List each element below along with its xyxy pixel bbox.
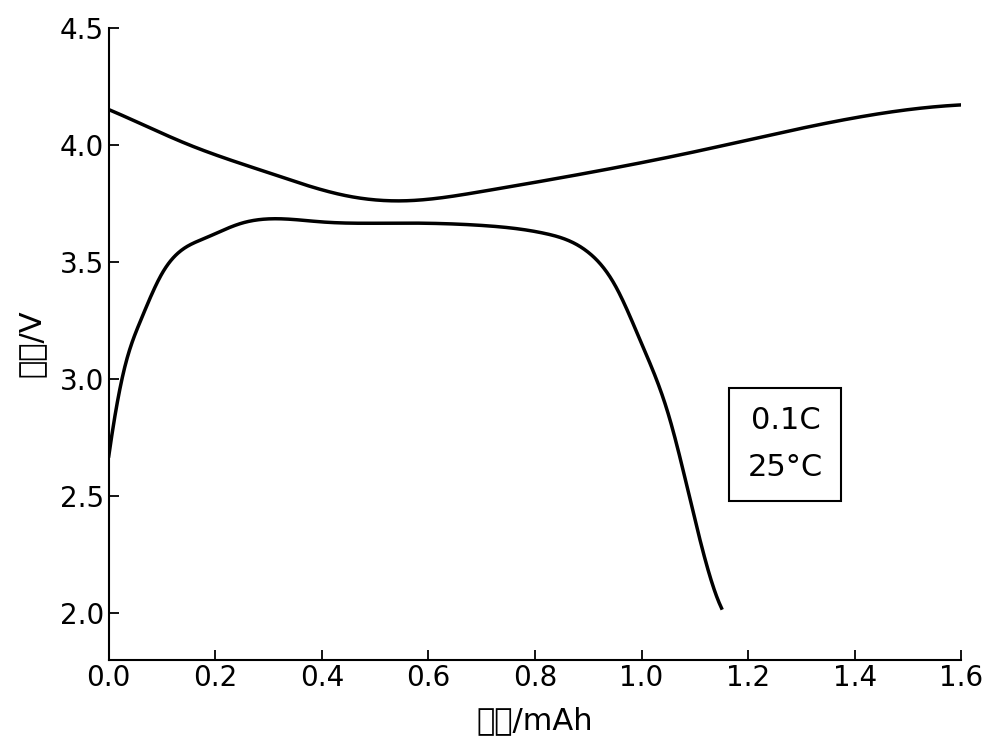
Y-axis label: 电压/V: 电压/V	[17, 310, 46, 378]
Text: 0.1C
25°C: 0.1C 25°C	[748, 406, 823, 483]
X-axis label: 容量/mAh: 容量/mAh	[477, 706, 593, 735]
